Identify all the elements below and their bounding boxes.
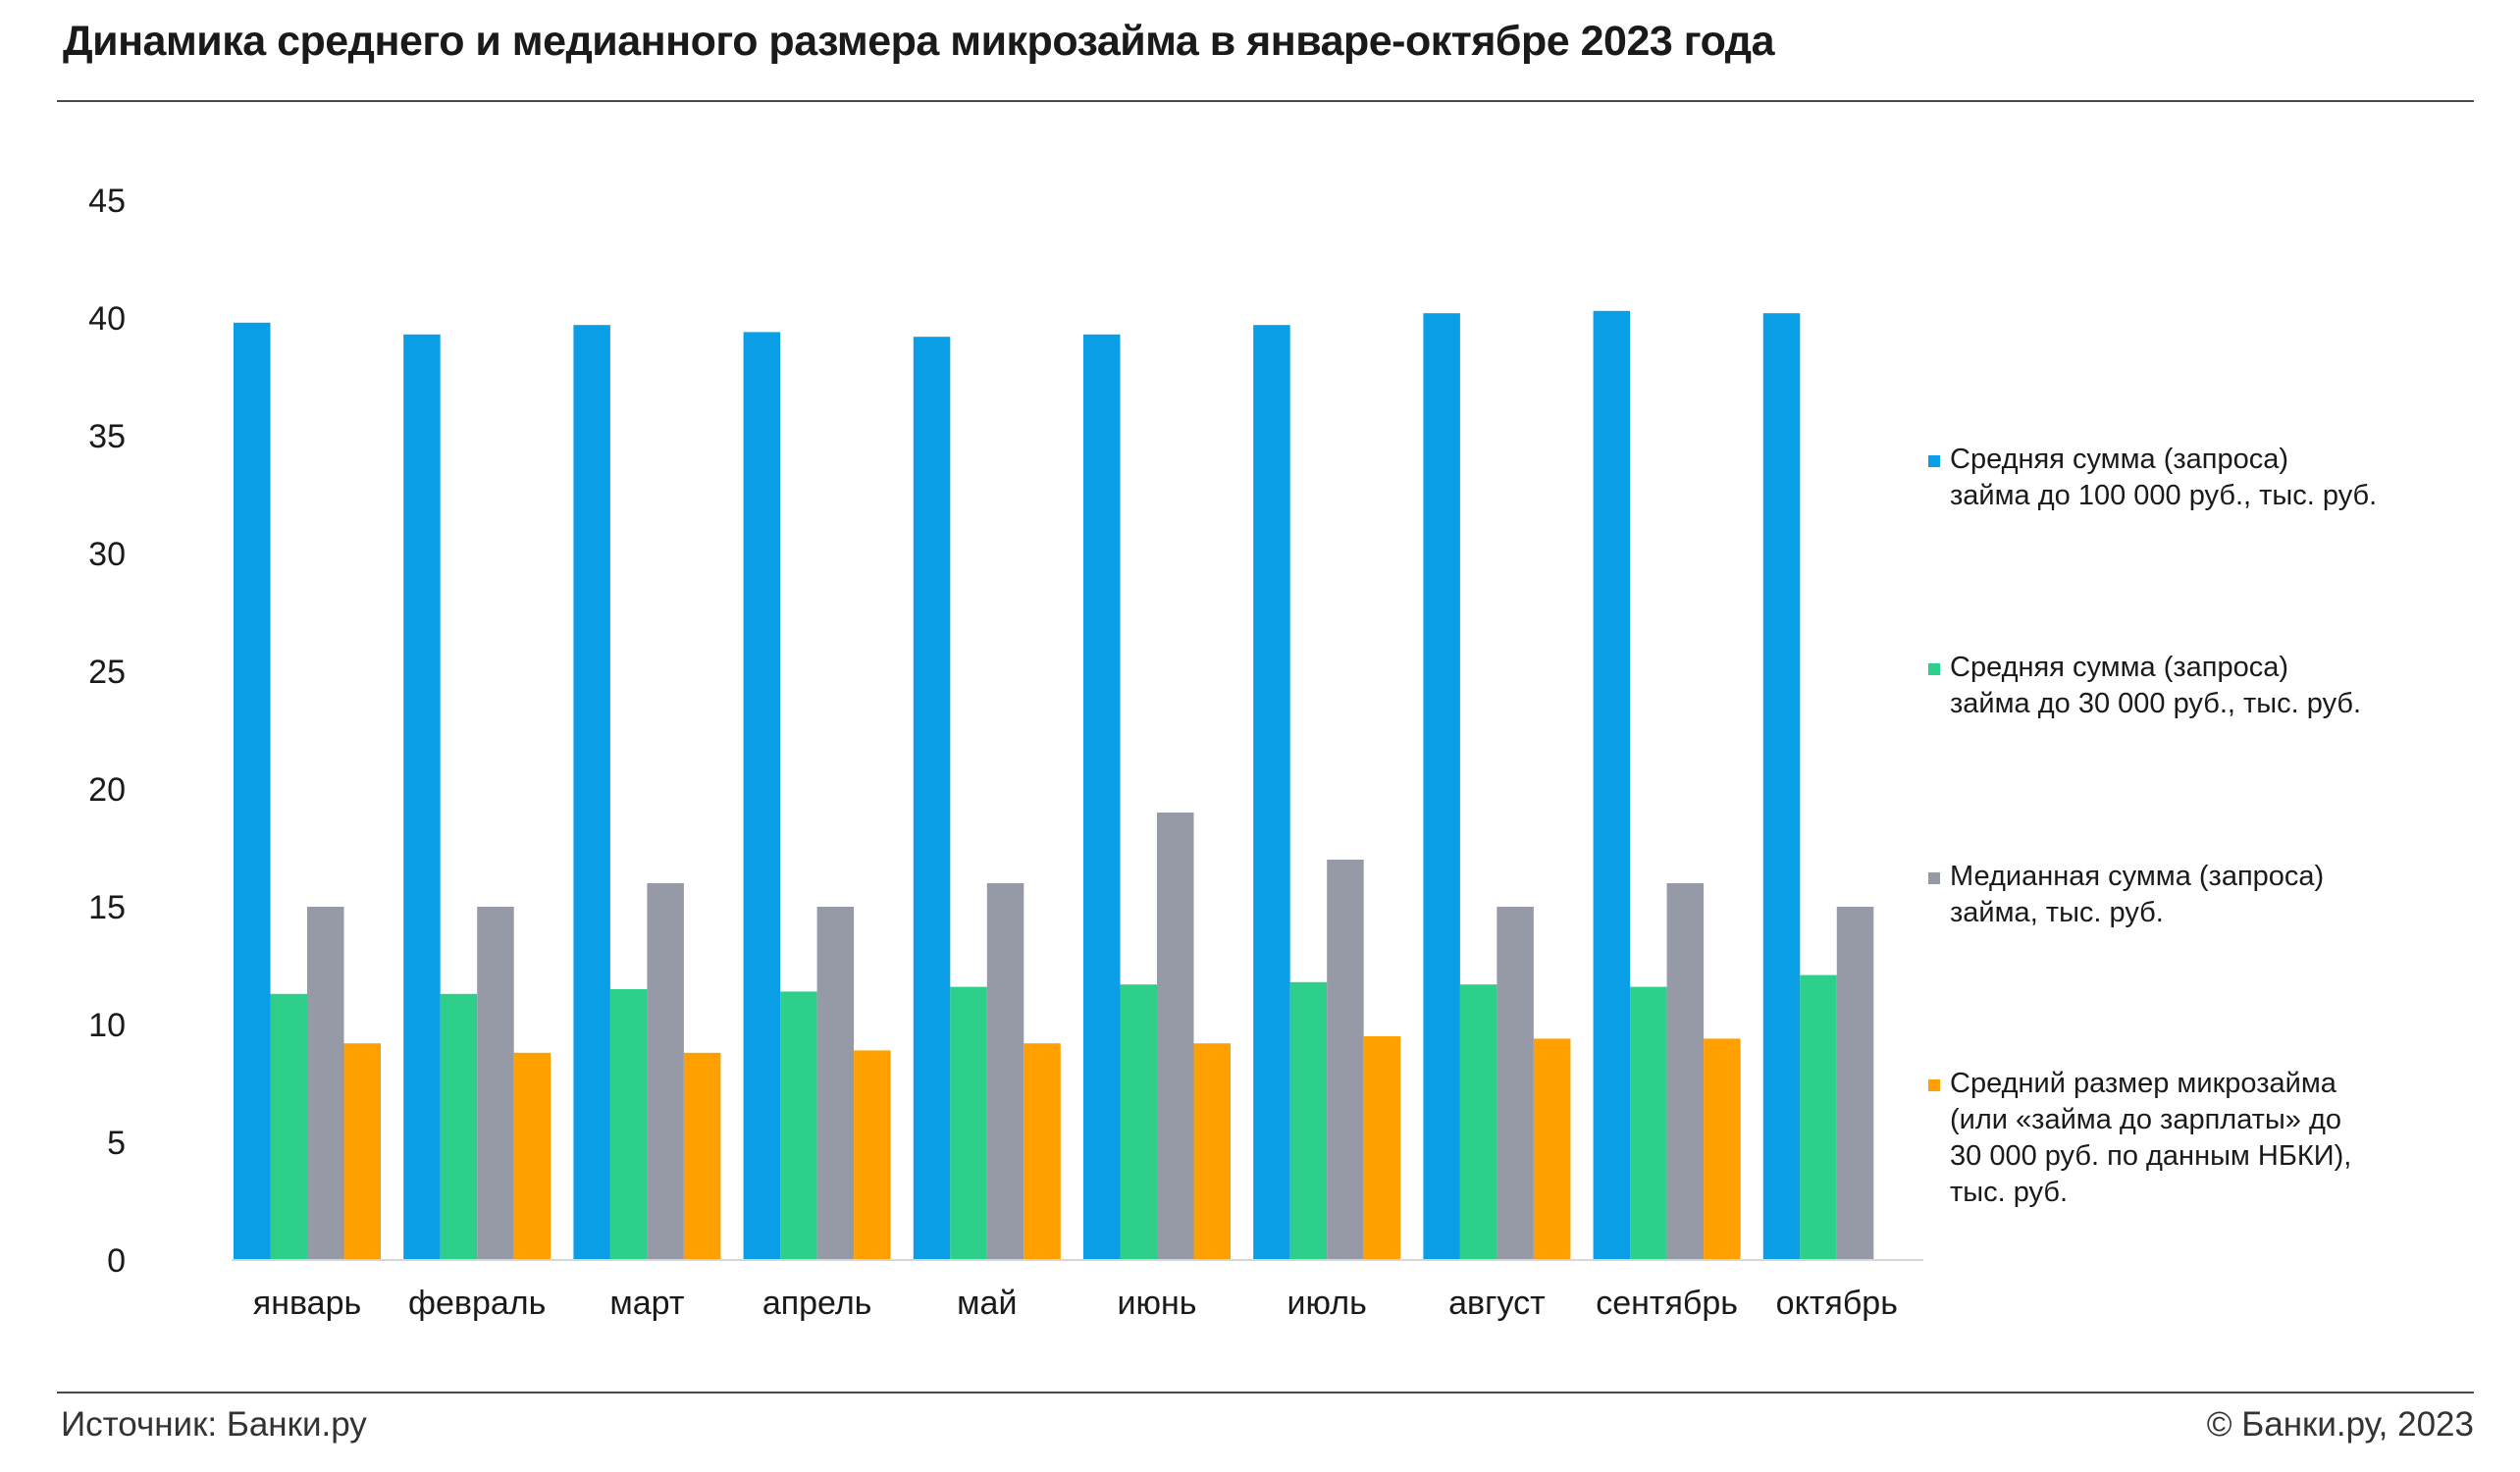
bar-avg-100k-2 — [403, 334, 441, 1260]
bar-avg-30k-4 — [780, 991, 817, 1260]
top-divider — [57, 100, 2474, 102]
bar-nbki-avg-5 — [1024, 1043, 1061, 1260]
bar-avg-30k-3 — [609, 989, 648, 1260]
bar-avg-100k-5 — [913, 337, 951, 1260]
legend-swatch — [1928, 455, 1940, 467]
bar-median-7 — [1327, 860, 1364, 1260]
y-axis-ticks: 0 5 10 15 20 25 30 35 40 45 — [88, 183, 126, 1280]
x-tick-label: июнь — [1118, 1285, 1197, 1322]
bar-nbki-avg-4 — [854, 1050, 891, 1260]
bar-nbki-avg-6 — [1193, 1043, 1231, 1260]
legend-label: Средняя сумма (запроса) займа до 30 000 … — [1950, 652, 2362, 719]
page-title: Динамика среднего и медианного размера м… — [63, 18, 1774, 65]
bar-nbki-avg-8 — [1533, 1038, 1571, 1260]
legend-label: Средняя сумма (запроса) займа до 100 000… — [1950, 444, 2378, 511]
bar-avg-30k-9 — [1630, 986, 1667, 1260]
bar-avg-100k-8 — [1423, 313, 1460, 1260]
bar-median-3 — [647, 883, 684, 1260]
copyright-note: © Банки.ру, 2023 — [2206, 1405, 2474, 1444]
legend-label: Медианная сумма (запроса) займа, тыс. ру… — [1950, 861, 2325, 928]
bar-avg-100k-9 — [1593, 310, 1631, 1260]
bar-avg-30k-10 — [1800, 974, 1837, 1260]
bar-avg-100k-3 — [573, 325, 610, 1260]
x-tick-label: июль — [1287, 1285, 1367, 1322]
bar-avg-30k-2 — [440, 993, 478, 1260]
bar-median-6 — [1157, 813, 1194, 1260]
bar-median-9 — [1666, 883, 1705, 1260]
bar-median-8 — [1496, 907, 1534, 1260]
y-tick-label: 30 — [88, 536, 126, 573]
bar-avg-100k-7 — [1253, 325, 1290, 1260]
bar-nbki-avg-7 — [1363, 1036, 1401, 1260]
x-tick-label: май — [957, 1285, 1017, 1322]
y-tick-label: 40 — [88, 300, 126, 338]
y-tick-label: 10 — [88, 1007, 126, 1044]
legend-swatch — [1928, 1079, 1940, 1091]
bar-median-4 — [816, 907, 855, 1260]
bottom-divider — [57, 1392, 2474, 1393]
bar-avg-30k-6 — [1120, 984, 1157, 1260]
x-tick-label: февраль — [408, 1285, 546, 1322]
x-tick-label: август — [1448, 1285, 1546, 1322]
x-tick-label: январь — [253, 1285, 361, 1322]
y-tick-label: 35 — [88, 418, 126, 455]
y-tick-label: 5 — [107, 1125, 126, 1162]
legend-swatch — [1928, 663, 1940, 675]
source-note: Источник: Банки.ру — [61, 1405, 367, 1444]
bar-avg-100k-1 — [234, 322, 271, 1260]
bar-avg-30k-8 — [1459, 984, 1497, 1260]
bar-median-1 — [307, 907, 344, 1260]
bar-nbki-avg-1 — [343, 1043, 381, 1260]
bar-avg-30k-1 — [270, 993, 307, 1260]
x-tick-label: сентябрь — [1596, 1285, 1738, 1322]
y-tick-label: 25 — [88, 654, 126, 691]
bar-avg-100k-10 — [1762, 313, 1801, 1260]
bar-avg-100k-4 — [743, 332, 781, 1260]
bar-avg-30k-5 — [950, 986, 987, 1260]
y-tick-label: 45 — [88, 183, 126, 220]
legend-label: Средний размер микрозайма (или «займа до… — [1950, 1068, 2352, 1208]
x-tick-label: март — [609, 1285, 684, 1322]
bar-nbki-avg-2 — [513, 1052, 551, 1260]
bar-nbki-avg-9 — [1704, 1038, 1741, 1260]
bar-nbki-avg-3 — [683, 1052, 721, 1260]
legend-swatch — [1928, 872, 1940, 884]
bar-avg-100k-6 — [1083, 334, 1121, 1260]
y-tick-label: 20 — [88, 771, 126, 809]
bar-avg-30k-7 — [1289, 981, 1328, 1260]
bar-median-2 — [477, 907, 514, 1260]
x-tick-label: апрель — [762, 1285, 872, 1322]
bar-median-5 — [986, 883, 1024, 1260]
y-tick-label: 15 — [88, 889, 126, 926]
x-axis-labels: январь февраль март апрель май июнь июль август… — [253, 1285, 1898, 1322]
x-tick-label: октябрь — [1776, 1285, 1898, 1322]
bars — [234, 310, 1874, 1260]
bar-median-10 — [1836, 907, 1874, 1260]
y-tick-label: 0 — [107, 1242, 126, 1280]
